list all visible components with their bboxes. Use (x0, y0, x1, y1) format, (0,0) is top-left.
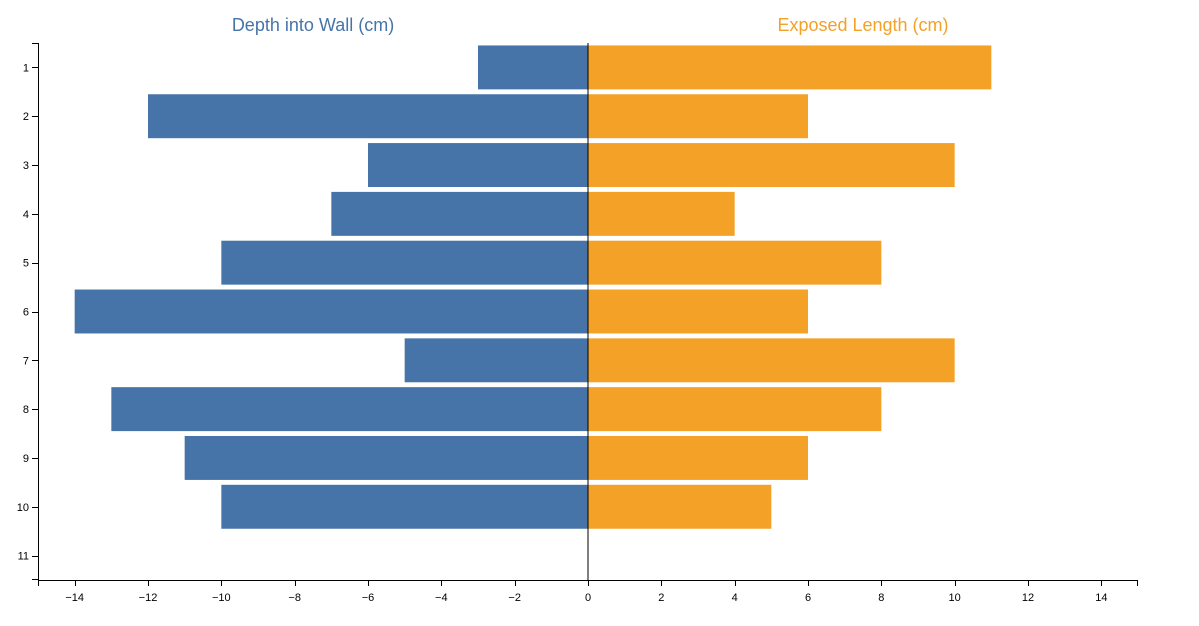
x-tick-label: 14 (1095, 592, 1107, 604)
x-tick-label: 10 (949, 592, 961, 604)
bar-exposed-2 (588, 94, 808, 139)
y-tick-label: 6 (23, 307, 29, 319)
series-title-depth: Depth into Wall (cm) (232, 15, 394, 35)
y-tick-label: 11 (18, 551, 29, 563)
bar-depth-8 (111, 387, 588, 432)
bar-exposed-5 (588, 240, 882, 285)
bar-depth-5 (221, 240, 589, 285)
bar-exposed-1 (588, 45, 992, 90)
bar-depth-4 (331, 191, 588, 236)
x-axis: −14 −12 −10 −8 −6 −4 −2 0 2 4 6 8 10 12 14 (38, 580, 1138, 604)
x-tick-label: −2 (508, 592, 521, 604)
bar-exposed-4 (588, 191, 735, 236)
bar-exposed-3 (588, 143, 955, 188)
bar-exposed-10 (588, 484, 772, 529)
bar-depth-7 (404, 338, 588, 383)
x-tick-label: 12 (1022, 592, 1034, 604)
y-tick-label: 5 (23, 258, 29, 270)
bar-depth-6 (74, 289, 588, 334)
y-tick-label: 4 (23, 209, 29, 221)
x-tick-label: −6 (362, 592, 375, 604)
x-tick-label: −14 (65, 592, 84, 604)
x-tick-label: −12 (139, 592, 158, 604)
y-tick-label: 1 (23, 62, 29, 74)
bar-depth-3 (368, 143, 588, 188)
bars-layer (74, 45, 992, 529)
x-tick-label: −10 (212, 592, 231, 604)
y-tick-label: 9 (23, 453, 29, 465)
bar-depth-9 (184, 435, 588, 480)
y-axis: 1 2 3 4 5 6 7 8 9 10 11 (17, 43, 39, 580)
bar-exposed-6 (588, 289, 808, 334)
bar-depth-1 (478, 45, 588, 90)
y-tick-label: 7 (23, 355, 29, 367)
y-tick-label: 10 (17, 502, 29, 514)
x-tick-label: 6 (805, 592, 811, 604)
x-tick-label: −4 (435, 592, 448, 604)
series-title-exposed: Exposed Length (cm) (777, 15, 948, 35)
x-tick-label: 0 (585, 592, 591, 604)
y-tick-label: 8 (23, 404, 29, 416)
bar-depth-10 (221, 484, 589, 529)
bar-exposed-9 (588, 435, 808, 480)
y-tick-label: 2 (23, 111, 29, 123)
x-tick-label: 2 (658, 592, 664, 604)
x-tick-label: 4 (732, 592, 738, 604)
bar-exposed-8 (588, 387, 882, 432)
x-tick-label: −8 (288, 592, 301, 604)
x-tick-label: 8 (878, 592, 884, 604)
y-tick-label: 3 (23, 160, 29, 172)
bar-depth-2 (148, 94, 588, 139)
bar-exposed-7 (588, 338, 955, 383)
